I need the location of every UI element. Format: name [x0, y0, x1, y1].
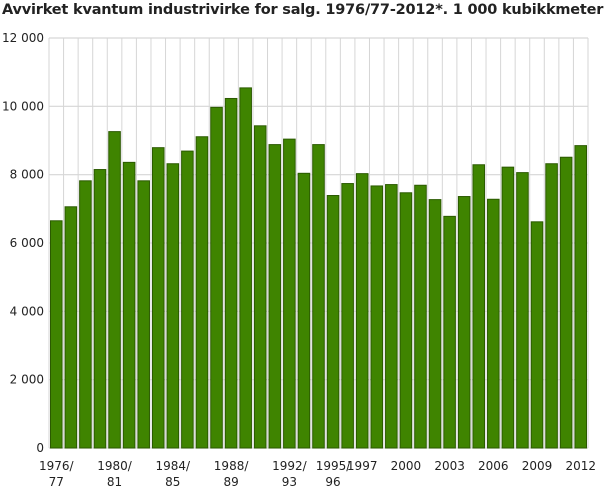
bar-1992/93: 1992/93: 9040: [283, 138, 296, 449]
x-tick-label: 2012: [565, 459, 596, 473]
x-tick-label: 1976/: [39, 459, 75, 473]
bar-1994/95: 1994/95: 8880: [312, 144, 325, 449]
bar-1976/77: 1976/77: 6650: [50, 220, 63, 449]
x-tick-label: 89: [223, 475, 238, 488]
bar-2005: 2005: 8290: [472, 164, 486, 449]
y-tick-label: 10 000: [2, 99, 44, 113]
bar-1981/82: 1981/82: 8360: [122, 161, 136, 449]
y-tick-label: 6 000: [10, 236, 44, 250]
x-tick-label: 93: [282, 475, 297, 488]
bars: 1976/77: 66501977/78: 70601978/79: 78201…: [50, 87, 588, 449]
x-tick-label: 1992/: [272, 459, 308, 473]
bar-1982/83: 1982/83: 7820: [137, 180, 150, 449]
bar-1998: 1998: 7670: [370, 185, 384, 449]
bar-1996: 1996: 7740: [341, 183, 354, 449]
x-tick-label: 2003: [434, 459, 465, 473]
y-tick-label: 0: [36, 441, 44, 455]
bar-2008: 2008: 8060: [516, 172, 529, 449]
bar-2003: 2003: 6780: [443, 215, 456, 449]
bar-1989/90: 1989/90: 10540: [239, 87, 252, 449]
bar-2004: 2004: 7360: [457, 196, 471, 449]
bar-2009: 2009: 6620: [530, 221, 544, 449]
bar-1997: 1997: 8030: [355, 173, 369, 449]
bar-1988/89: 1988/89: 10230: [224, 97, 238, 449]
bar-2006: 2006: 7280: [487, 198, 500, 449]
bar-1980/81: 1980/81: 9260: [108, 131, 121, 449]
bar-1983/84: 1983/84: 8790: [151, 147, 165, 449]
bar-1987/88: 1987/88: 9970: [210, 106, 223, 449]
bar-1977/78: 1977/78: 7060: [64, 206, 78, 449]
y-axis: 0 2 000 4 000 6 000 8 000 10 000 12 000: [2, 31, 44, 455]
x-tick-label: 2009: [522, 459, 553, 473]
x-tick-label: 1995/: [316, 459, 352, 473]
bar-1986/87: 1986/87: 9110: [195, 136, 209, 449]
x-tick-label: 2000: [391, 459, 422, 473]
x-tick-label: 1984/: [156, 459, 192, 473]
bar-2010: 2010: 8320: [545, 163, 558, 449]
y-tick-label: 2 000: [10, 373, 44, 387]
bar-1979/80: 1979/80: 8150: [93, 169, 107, 449]
y-tick-label: 12 000: [2, 31, 44, 45]
bar-2002: 2002: 7270: [428, 199, 442, 449]
y-tick-label: 4 000: [10, 304, 44, 318]
bar-1995/96: 1995/96: 7390: [326, 195, 340, 449]
x-tick-label: 1988/: [214, 459, 250, 473]
bar-1978/79: 1978/79: 7820: [79, 180, 92, 449]
x-tick-label: 77: [49, 475, 64, 488]
y-tick-label: 8 000: [10, 168, 44, 182]
bar-1999: 1999: 7710: [385, 184, 398, 449]
x-tick-label: 85: [165, 475, 180, 488]
bar-2001: 2001: 7690: [414, 184, 427, 449]
bar-1993/94: 1993/94: 8040: [297, 172, 311, 449]
bar-2012: 2012: 8850: [574, 145, 588, 449]
x-tick-label: 1997: [347, 459, 378, 473]
x-axis: 1976/77 1980/81 1984/85 1988/89 1992/93 1995/…: [39, 459, 596, 488]
bar-2011: 2011: 8510: [559, 156, 573, 449]
chart-title: Avvirket kvantum industrivirke for salg.…: [2, 2, 604, 18]
x-tick-label: 2006: [478, 459, 509, 473]
bar-1985/86: 1985/86: 8690: [181, 150, 194, 449]
bar-1984/85: 1984/85: 8320: [166, 163, 180, 449]
x-tick-label: 96: [325, 475, 340, 488]
x-tick-label: 81: [107, 475, 122, 488]
bar-1990/91: 1990/91: 9430: [253, 125, 267, 449]
bar-2007: 2007: 8220: [501, 166, 515, 449]
bar-1991/92: 1991/92: 8880: [268, 144, 282, 449]
bar-2000: 2000: 7470: [399, 192, 413, 449]
gridlines: [48, 37, 589, 449]
x-tick-label: 1980/: [97, 459, 133, 473]
